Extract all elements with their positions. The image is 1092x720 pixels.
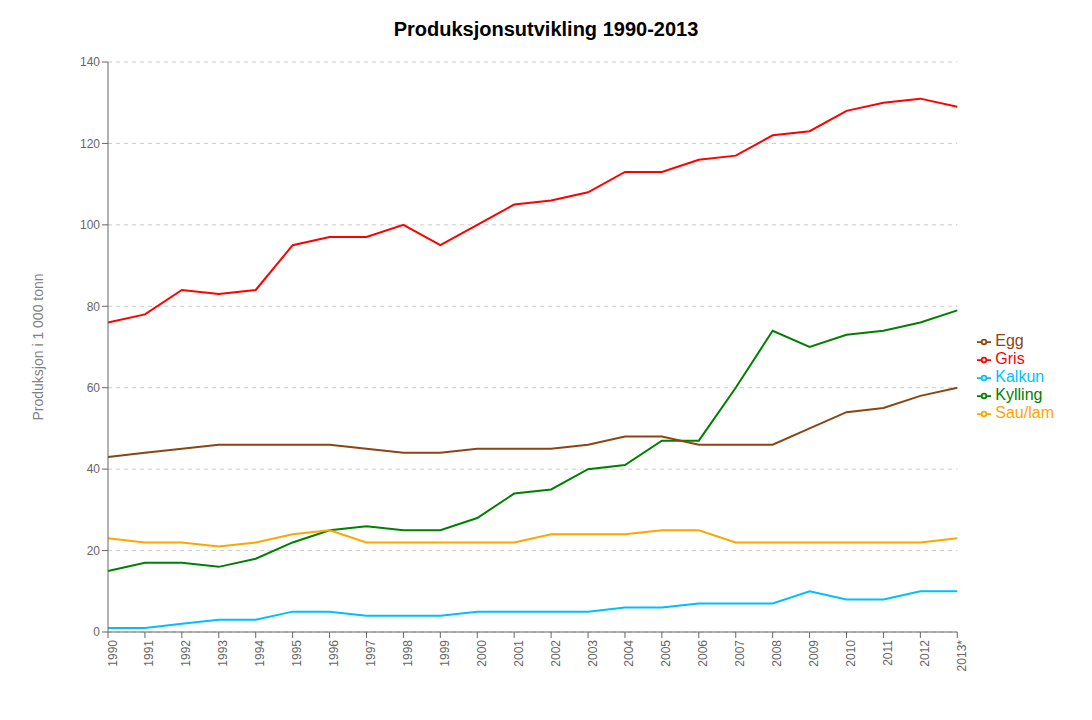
- svg-text:2001: 2001: [512, 640, 526, 667]
- svg-text:1999: 1999: [438, 640, 452, 667]
- svg-text:140: 140: [80, 55, 100, 69]
- svg-text:120: 120: [80, 137, 100, 151]
- svg-text:2013*: 2013*: [955, 640, 969, 672]
- svg-text:100: 100: [80, 218, 100, 232]
- svg-text:2010: 2010: [844, 640, 858, 667]
- svg-text:1991: 1991: [142, 640, 156, 667]
- html-text:Egg: Egg: [995, 332, 1024, 349]
- svg-text:2012: 2012: [918, 640, 932, 667]
- svg-text:1995: 1995: [290, 640, 304, 667]
- svg-text:2008: 2008: [770, 640, 784, 667]
- svg-text:1998: 1998: [401, 640, 415, 667]
- svg-text:2000: 2000: [475, 640, 489, 667]
- svg-text:2003: 2003: [586, 640, 600, 667]
- svg-text:0: 0: [93, 625, 100, 639]
- html-text:Kylling: Kylling: [995, 386, 1043, 403]
- svg-text:2009: 2009: [807, 640, 821, 667]
- html-text:Produksjonsutvikling 1990-2013: Produksjonsutvikling 1990-2013: [393, 18, 699, 40]
- svg-text:40: 40: [87, 462, 101, 476]
- svg-text:1994: 1994: [253, 640, 267, 667]
- svg-text:1997: 1997: [364, 640, 378, 667]
- svg-text:2007: 2007: [733, 640, 747, 667]
- html-text:Sau/lam: Sau/lam: [995, 404, 1054, 421]
- svg-text:2002: 2002: [549, 640, 563, 667]
- svg-text:60: 60: [87, 381, 101, 395]
- html-text:Kalkun: Kalkun: [995, 368, 1045, 385]
- svg-text:1993: 1993: [216, 640, 230, 667]
- svg-text:1996: 1996: [327, 640, 341, 667]
- svg-text:80: 80: [87, 300, 101, 314]
- svg-text:2006: 2006: [696, 640, 710, 667]
- svg-text:2004: 2004: [622, 640, 636, 667]
- svg-text:1992: 1992: [179, 640, 193, 667]
- svg-text:1990: 1990: [106, 640, 120, 667]
- html-text:Gris: Gris: [995, 350, 1025, 367]
- svg-text:2011: 2011: [881, 640, 895, 666]
- svg-text:Produksjon i 1 000 tonn: Produksjon i 1 000 tonn: [30, 273, 46, 420]
- svg-text:2005: 2005: [659, 640, 673, 667]
- svg-text:20: 20: [87, 544, 101, 558]
